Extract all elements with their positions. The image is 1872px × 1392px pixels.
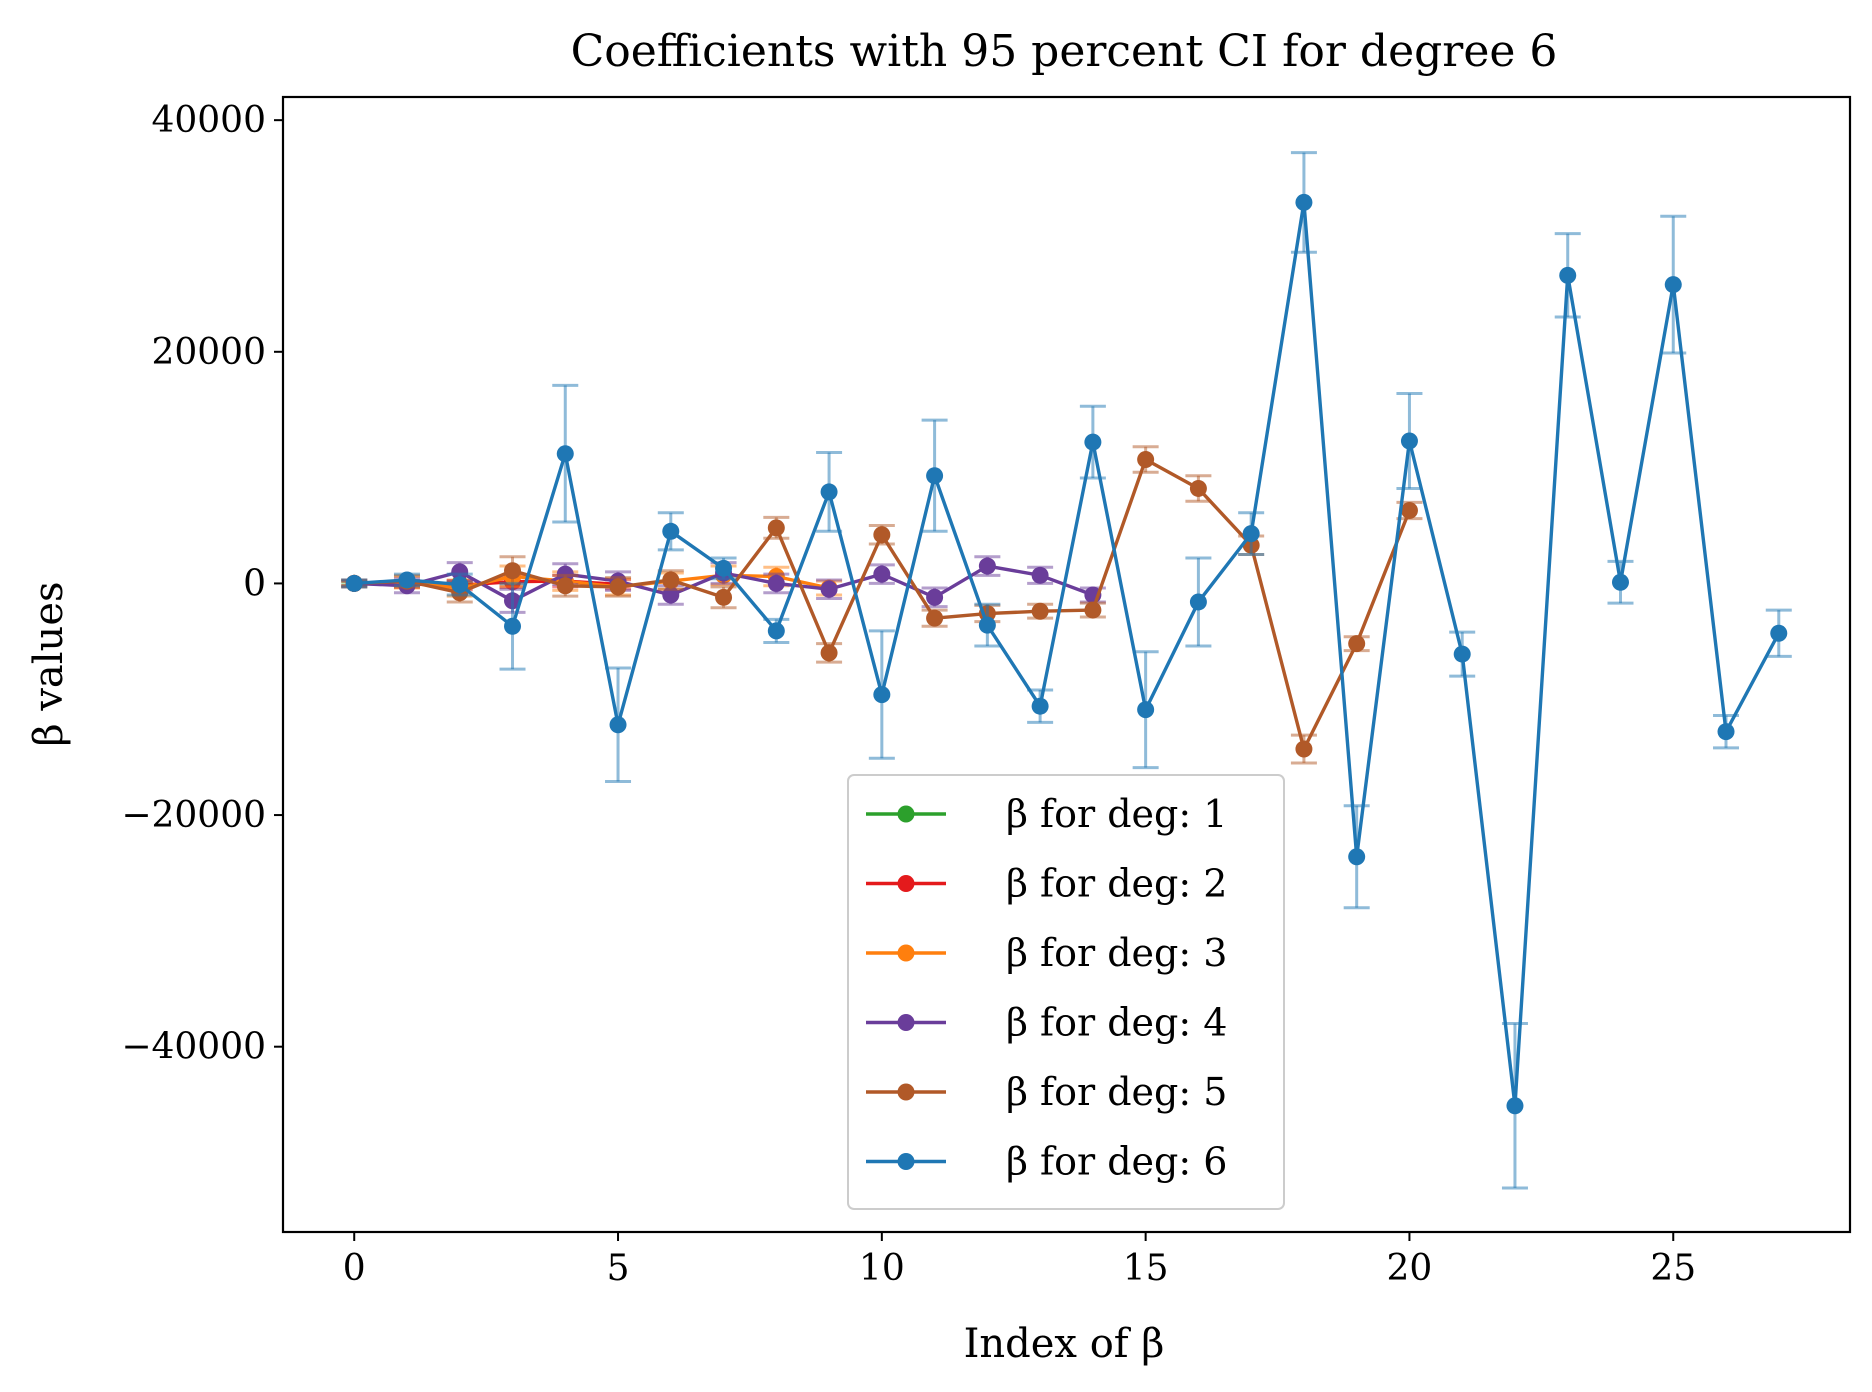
legend-swatch-marker bbox=[897, 1083, 915, 1101]
legend-item: β for deg: 6 bbox=[866, 1140, 1227, 1184]
legend-swatch-marker bbox=[897, 875, 915, 892]
legend-label: β for deg: 1 bbox=[1006, 792, 1227, 836]
plot-layer bbox=[341, 151, 1792, 1190]
ticks-layer: 0 5 10 15 20 25 −40000 −20000 0 20000 40000 bbox=[121, 100, 1696, 1289]
data-point bbox=[1717, 723, 1735, 741]
data-point bbox=[873, 686, 891, 704]
data-point bbox=[662, 586, 680, 604]
data-point bbox=[1031, 566, 1049, 584]
data-point bbox=[767, 574, 785, 592]
data-point bbox=[1189, 479, 1207, 497]
data-point bbox=[873, 526, 891, 544]
data-point bbox=[1664, 276, 1682, 294]
data-point bbox=[820, 483, 838, 501]
data-point bbox=[1770, 624, 1788, 642]
legend-swatch-marker bbox=[897, 805, 915, 823]
data-point bbox=[1242, 525, 1260, 543]
y-tick-label: 20000 bbox=[151, 332, 266, 373]
data-point bbox=[1348, 848, 1366, 866]
chart-title: Coefficients with 95 percent CI for degr… bbox=[571, 26, 1558, 77]
y-tick-label: 0 bbox=[243, 563, 266, 604]
data-point bbox=[820, 580, 838, 598]
legend-swatch-marker bbox=[897, 1153, 915, 1170]
series-6 bbox=[341, 151, 1792, 1190]
x-tick-label: 25 bbox=[1650, 1248, 1696, 1289]
data-point bbox=[926, 588, 944, 606]
x-tick-label: 20 bbox=[1387, 1248, 1433, 1289]
data-point bbox=[926, 609, 944, 627]
data-point bbox=[767, 622, 785, 640]
data-point bbox=[556, 577, 574, 595]
data-point bbox=[1137, 451, 1155, 469]
data-point bbox=[715, 588, 733, 606]
legend-swatch-marker bbox=[897, 944, 915, 962]
x-axis-label: Index of β bbox=[964, 1321, 1165, 1367]
legend-item: β for deg: 2 bbox=[866, 862, 1227, 906]
y-tick-label: 40000 bbox=[151, 100, 266, 141]
data-point bbox=[398, 571, 416, 589]
data-point bbox=[609, 716, 627, 734]
series-line bbox=[354, 200, 1781, 1108]
legend-swatch-marker bbox=[897, 1014, 915, 1031]
legend: β for deg: 1 β for deg: 2 β for deg: 3 β fo… bbox=[847, 774, 1285, 1210]
data-point bbox=[1295, 740, 1313, 758]
legend-item: β for deg: 5 bbox=[866, 1070, 1227, 1114]
data-point bbox=[451, 576, 469, 594]
legend-label: β for deg: 6 bbox=[1006, 1140, 1227, 1184]
plot-frame bbox=[281, 95, 1852, 1234]
data-point bbox=[978, 557, 996, 575]
y-axis-label: β values bbox=[26, 581, 72, 746]
legend-label: β for deg: 5 bbox=[1006, 1070, 1227, 1114]
x-tick-label: 0 bbox=[343, 1248, 366, 1289]
legend-frame bbox=[847, 774, 1285, 1210]
data-point bbox=[556, 445, 574, 463]
data-point bbox=[504, 617, 522, 635]
data-point bbox=[1189, 593, 1207, 611]
data-point bbox=[1348, 635, 1366, 653]
data-point bbox=[1506, 1097, 1524, 1115]
data-point bbox=[715, 559, 733, 577]
data-point bbox=[504, 562, 522, 580]
legend-label: β for deg: 2 bbox=[1006, 862, 1227, 906]
x-tick-label: 5 bbox=[607, 1248, 630, 1289]
y-tick-label: −20000 bbox=[121, 795, 266, 836]
data-point bbox=[1137, 701, 1155, 719]
data-point bbox=[1400, 432, 1418, 450]
data-point bbox=[820, 644, 838, 662]
y-tick-label: −40000 bbox=[121, 1027, 266, 1068]
legend-label: β for deg: 3 bbox=[1006, 931, 1227, 975]
data-point bbox=[1031, 697, 1049, 715]
data-point bbox=[609, 578, 627, 596]
x-tick-label: 10 bbox=[859, 1248, 905, 1289]
x-tick-label: 15 bbox=[1123, 1248, 1169, 1289]
data-point bbox=[1559, 266, 1577, 284]
data-point bbox=[1084, 433, 1102, 451]
data-point bbox=[662, 571, 680, 589]
data-point bbox=[1031, 602, 1049, 620]
legend-label: β for deg: 4 bbox=[1006, 1001, 1227, 1045]
data-point bbox=[662, 522, 680, 540]
data-point bbox=[1400, 501, 1418, 519]
data-point bbox=[1453, 645, 1471, 663]
data-point bbox=[451, 563, 469, 581]
data-point bbox=[873, 565, 891, 583]
data-point bbox=[1084, 601, 1102, 619]
data-point bbox=[1295, 193, 1313, 211]
legend-item: β for deg: 3 bbox=[866, 931, 1227, 975]
legend-item: β for deg: 1 bbox=[866, 792, 1227, 836]
data-point bbox=[345, 574, 363, 592]
data-point bbox=[926, 467, 944, 485]
data-point bbox=[978, 616, 996, 634]
legend-item: β for deg: 4 bbox=[866, 1001, 1227, 1045]
data-point bbox=[767, 519, 785, 537]
data-point bbox=[1611, 573, 1629, 591]
